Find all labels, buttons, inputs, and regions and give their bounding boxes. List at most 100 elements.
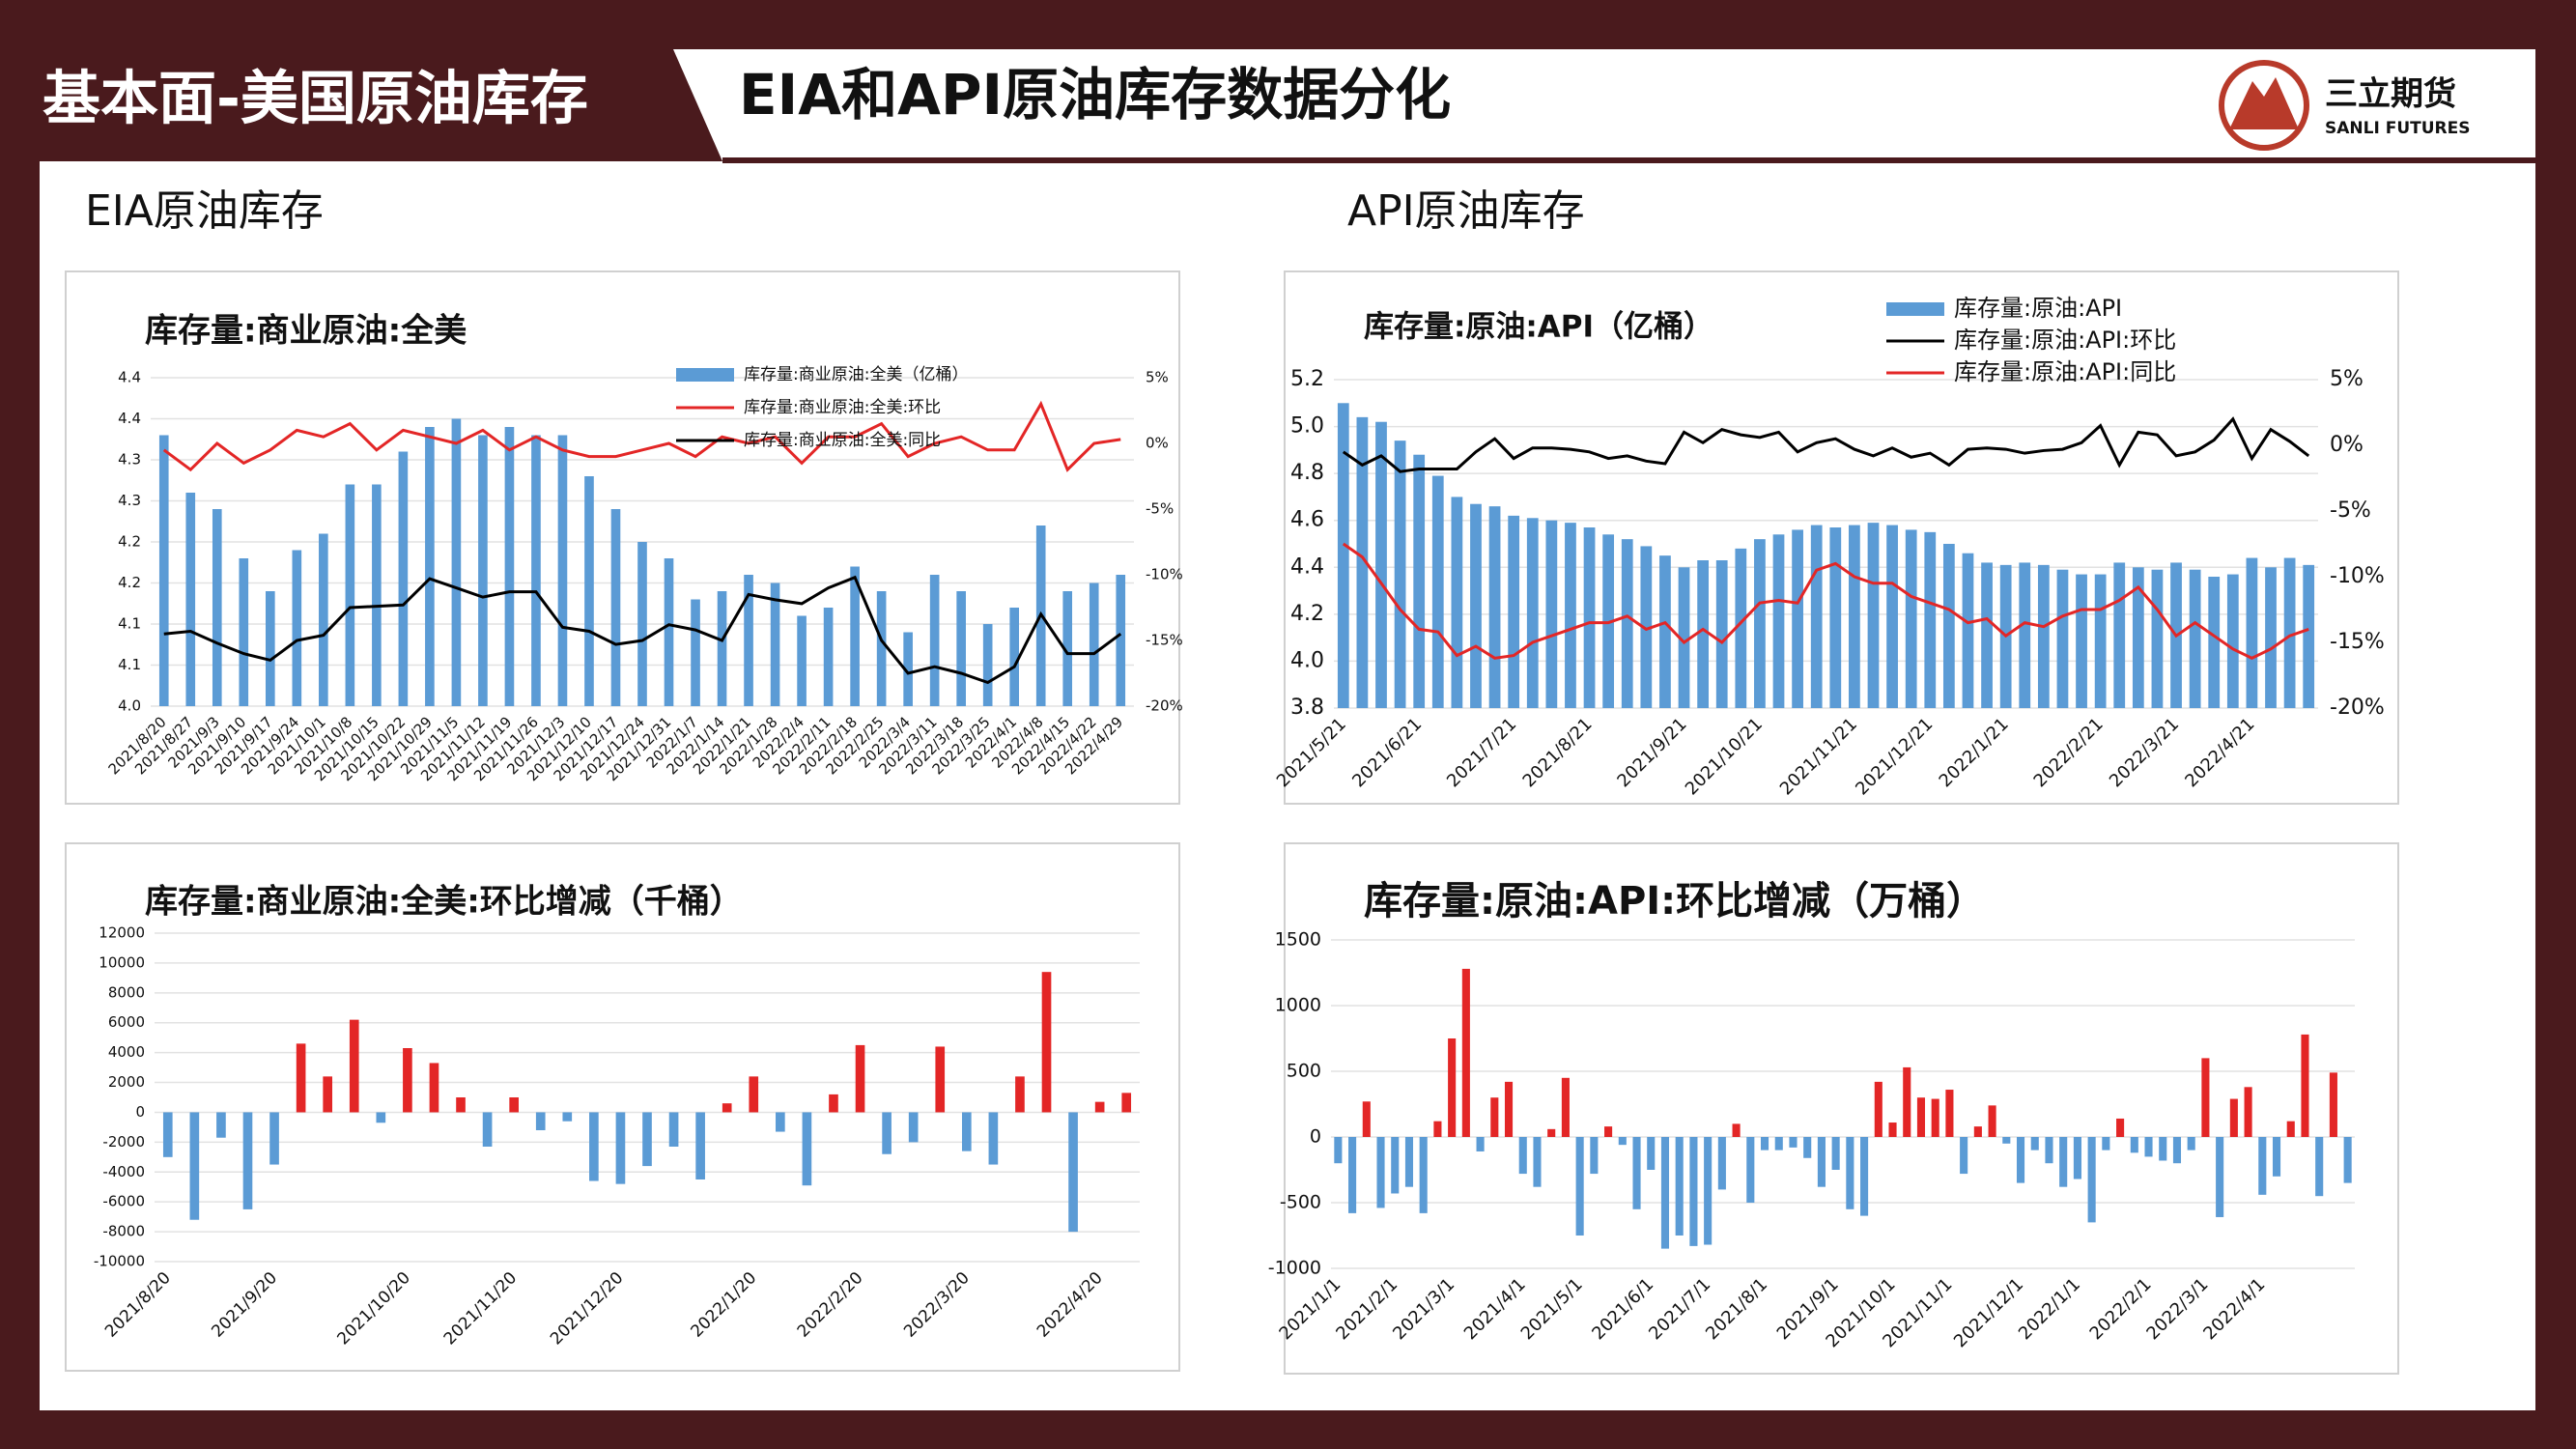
line <box>1342 416 2310 473</box>
bar <box>1675 1137 1684 1236</box>
bar <box>185 493 196 706</box>
bar <box>269 1112 279 1165</box>
y-tick-label: 1500 <box>1275 929 1321 951</box>
header-rule <box>722 157 2535 163</box>
y-tick-label: 4.0 <box>118 697 141 715</box>
panel-title: API原油库存 <box>1347 186 1585 236</box>
bar <box>1760 1137 1769 1151</box>
bar <box>1334 1137 1343 1164</box>
chart-frame <box>65 270 1180 805</box>
bar <box>903 632 913 706</box>
bar <box>982 624 993 706</box>
bar <box>2045 1137 2053 1164</box>
y-tick-label: 4.2 <box>118 533 141 551</box>
bar <box>2037 564 2050 708</box>
bar <box>691 599 700 706</box>
bar <box>504 427 515 706</box>
bar <box>1583 527 1596 708</box>
bar <box>1391 1137 1400 1194</box>
bar <box>2265 567 2277 708</box>
bar <box>1604 1126 1613 1137</box>
bar <box>2244 1087 2252 1137</box>
bar <box>456 1097 466 1113</box>
bar <box>1988 1105 1996 1137</box>
bar <box>802 1112 812 1186</box>
section-title: 基本面-美国原油库存 <box>42 66 588 133</box>
bar <box>2002 1137 2011 1144</box>
bar <box>1916 1097 1926 1137</box>
bar <box>1068 1112 1078 1233</box>
bar <box>1547 1128 1556 1137</box>
legend-swatch <box>1886 302 1944 316</box>
bar <box>1905 529 1917 708</box>
bar <box>1960 1137 1968 1175</box>
bar <box>1817 1137 1826 1187</box>
bar <box>1829 527 1842 708</box>
bar <box>2130 1137 2138 1153</box>
y2-tick-label: 0% <box>1146 435 1169 452</box>
y2-tick-label: -5% <box>1146 500 1174 518</box>
y2-tick-label: 5% <box>2330 367 2364 391</box>
bar <box>1089 582 1099 706</box>
legend-swatch <box>676 368 734 382</box>
bar <box>610 509 621 706</box>
y-tick-label: 4.4 <box>118 369 141 386</box>
bar <box>1015 1076 1025 1113</box>
chart-title: 库存量:原油:API:环比增减（万桶） <box>1364 879 1985 923</box>
bar <box>1621 539 1633 708</box>
bar <box>1362 1101 1371 1137</box>
bar <box>908 1112 919 1143</box>
bar <box>2283 557 2296 708</box>
bar <box>216 1112 226 1138</box>
bar <box>1062 591 1073 706</box>
y-tick-label: 12000 <box>99 924 145 942</box>
bar <box>2151 569 2164 708</box>
bar <box>319 533 328 706</box>
bar <box>642 1112 652 1167</box>
bar <box>615 1112 626 1184</box>
bar <box>961 1112 972 1151</box>
logo-name-en: SANLI FUTURES <box>2325 119 2470 138</box>
bar <box>189 1112 200 1220</box>
bar <box>239 558 249 706</box>
bar <box>855 1044 865 1113</box>
legend-label: 库存量:商业原油:全美（亿桶） <box>744 365 968 384</box>
bar <box>509 1097 519 1113</box>
bar <box>1846 1137 1854 1209</box>
bar <box>1697 560 1710 708</box>
bar <box>2016 1137 2025 1183</box>
bar <box>345 484 355 706</box>
bar <box>1860 1137 1869 1216</box>
y-tick-label: 4.1 <box>118 656 141 673</box>
bar <box>212 509 222 706</box>
bar <box>1470 503 1482 708</box>
y2-tick-label: -20% <box>1146 697 1183 715</box>
bar <box>1735 548 1747 708</box>
page-title: EIA和API原油库存数据分化 <box>739 62 1451 128</box>
y-tick-label: 3.8 <box>1290 696 1324 720</box>
bar <box>2102 1137 2110 1151</box>
bar <box>1504 1081 1514 1137</box>
y-tick-label: 6000 <box>108 1013 145 1031</box>
bar <box>1754 539 1766 708</box>
line <box>162 400 1121 472</box>
y2-tick-label: -15% <box>1146 632 1183 649</box>
bar <box>956 591 966 706</box>
y-tick-label: 8000 <box>108 983 145 1001</box>
bar <box>1715 560 1728 708</box>
bar <box>2343 1137 2352 1183</box>
bar <box>850 566 860 706</box>
bar <box>2229 1098 2238 1137</box>
bar <box>1476 1137 1485 1151</box>
y2-tick-label: -20% <box>2330 696 2385 720</box>
bar <box>2216 1137 2224 1217</box>
bar <box>1717 1137 1726 1190</box>
bar <box>2087 1137 2096 1223</box>
bar <box>425 427 435 706</box>
y-tick-label: -10000 <box>94 1253 145 1270</box>
bar <box>1545 520 1558 708</box>
y-tick-label: 0 <box>135 1103 145 1121</box>
bar <box>668 1112 679 1147</box>
bar <box>1874 1081 1882 1137</box>
legend-label: 库存量:商业原油:全美:环比 <box>744 398 941 417</box>
